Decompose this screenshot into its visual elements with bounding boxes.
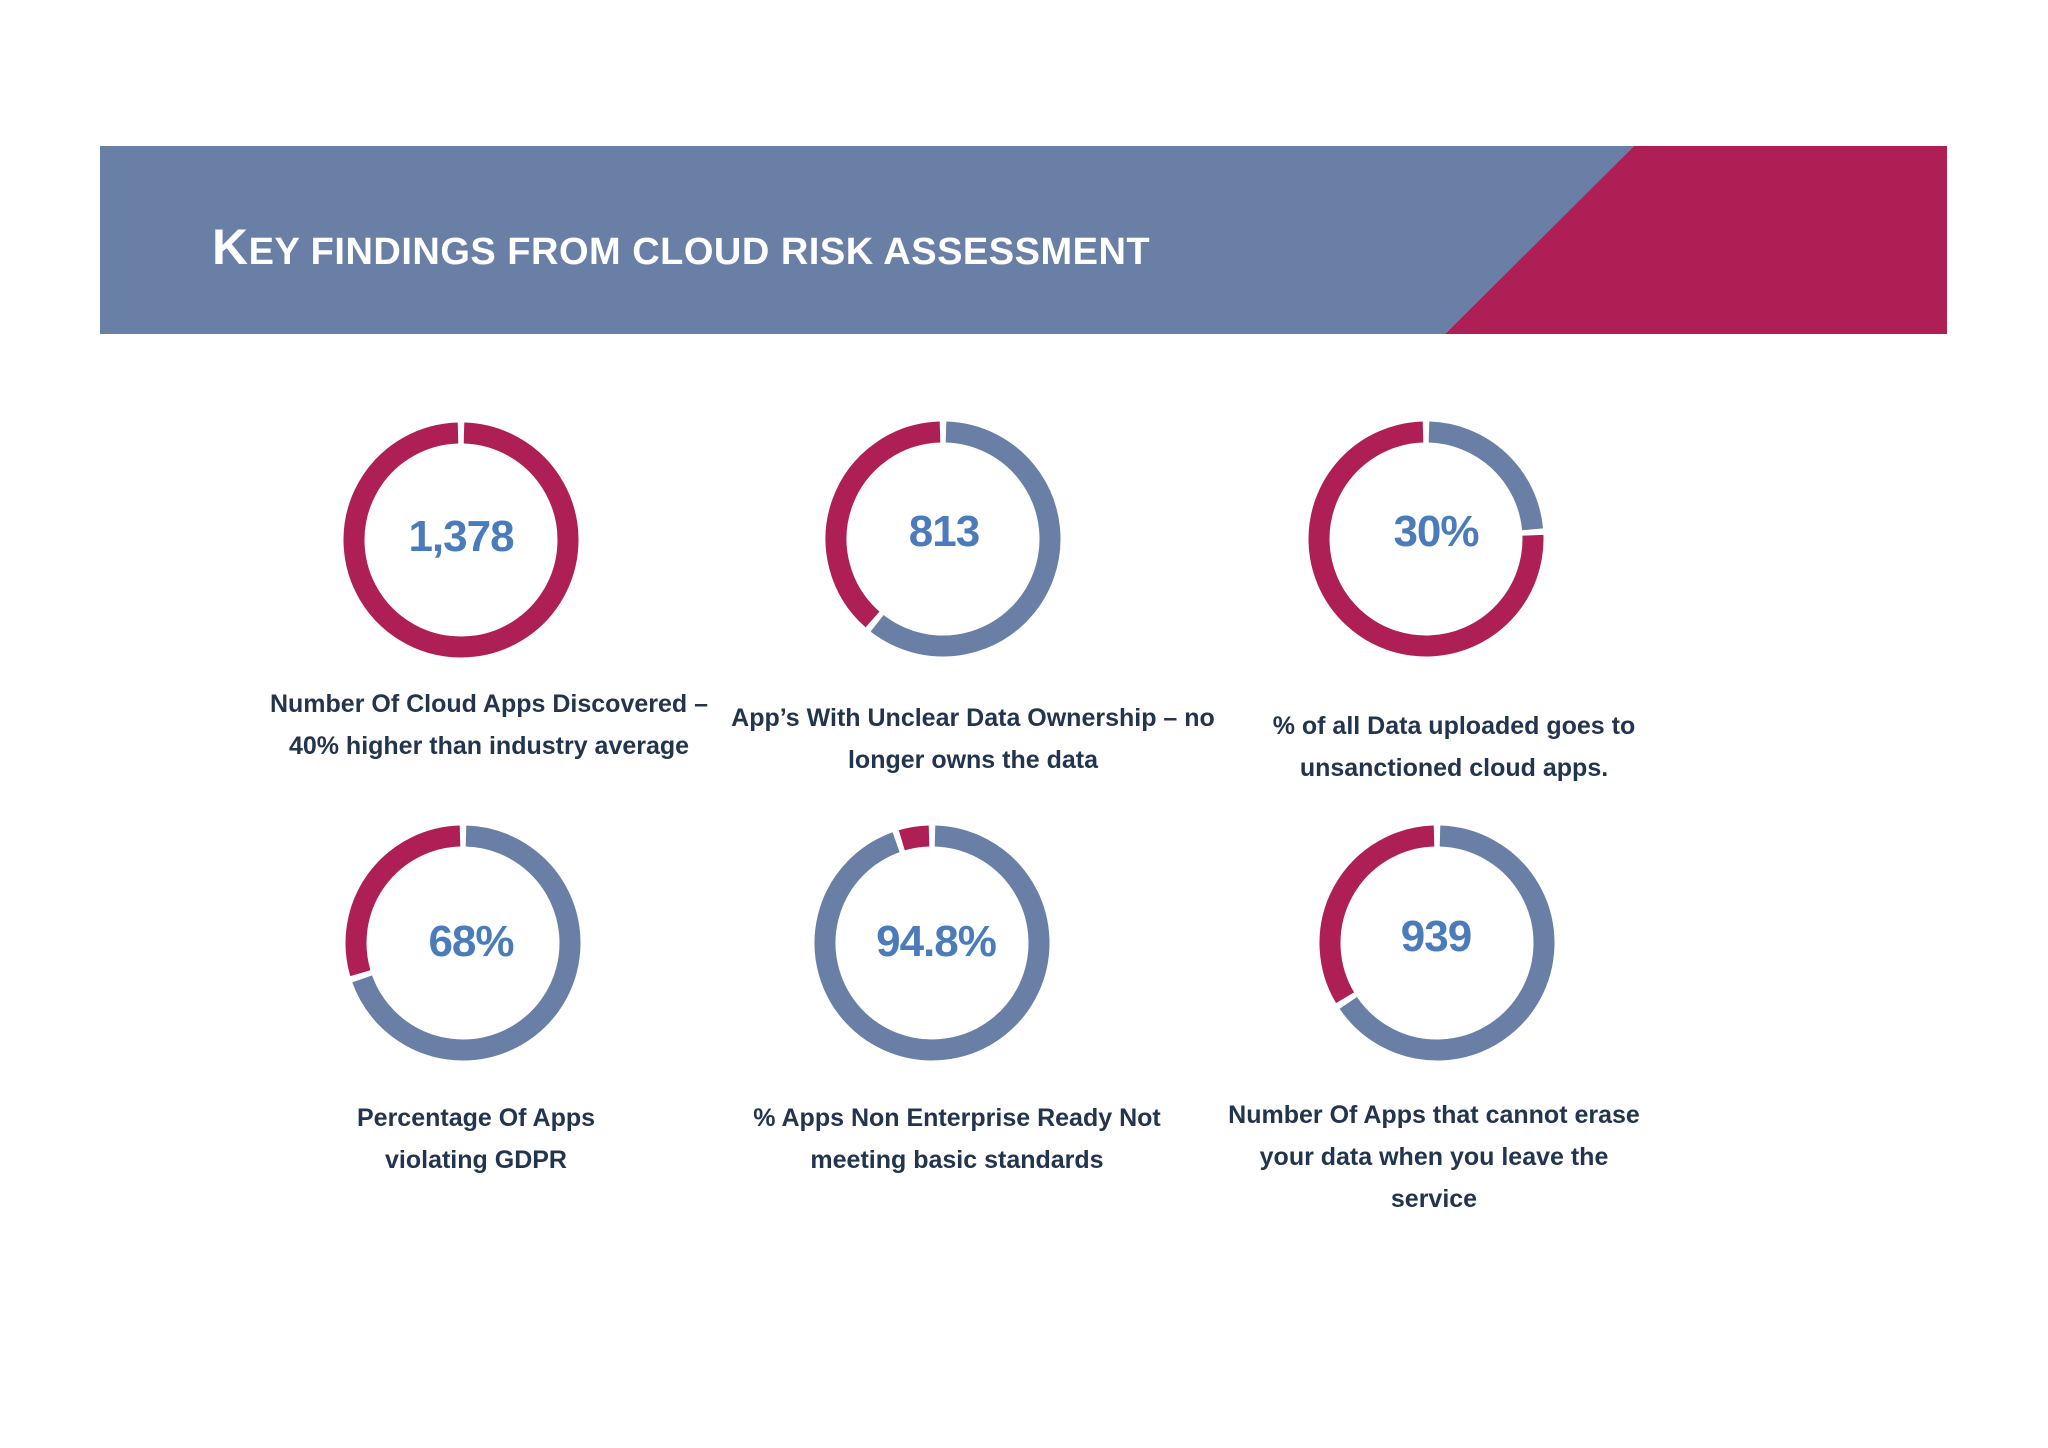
donut-value-non-enterprise-ready: 94.8%: [876, 917, 997, 966]
donut-value-unsanctioned-uploads: 30%: [1393, 507, 1479, 556]
banner-crimson-corner: [1445, 146, 1947, 334]
caption-apps-discovered: Number Of Cloud Apps Discovered – 40% hi…: [269, 690, 709, 760]
donut-chart-unsanctioned-uploads: [1308, 421, 1544, 657]
donut-segment-1: [814, 825, 1050, 1061]
donut-segment-1: [870, 421, 1061, 657]
donut-value-apps-discovered: 1,378: [408, 512, 514, 561]
caption-unsanctioned-uploads: % of all Data uploaded goes to unsanctio…: [1272, 712, 1636, 782]
donut-value-cannot-erase-data: 939: [1400, 912, 1472, 961]
donut-chart-apps-discovered: [343, 422, 579, 658]
donut-chart-non-enterprise-ready: [814, 825, 1050, 1061]
donut-segment-2: [825, 421, 941, 628]
donut-segment-2: [898, 825, 930, 851]
donut-segment-2: [345, 825, 461, 977]
donut-segment-2: [1308, 421, 1544, 657]
donut-segment-1: [1428, 421, 1544, 531]
caption-cannot-erase-data: Number Of Apps that cannot erase your da…: [1228, 1101, 1640, 1213]
donut-chart-unclear-ownership: [825, 421, 1061, 657]
page-title: KEY FINDINGS FROM CLOUD RISK ASSESSMENT: [212, 212, 1150, 282]
donut-chart-cannot-erase-data: [1319, 825, 1555, 1061]
donut-segment-1: [1339, 825, 1555, 1061]
donut-value-unclear-ownership: 813: [908, 507, 980, 556]
caption-non-enterprise-ready: % Apps Non Enterprise Ready Not meeting …: [753, 1104, 1161, 1174]
caption-unclear-ownership: App’s With Unclear Data Ownership – no l…: [731, 704, 1215, 774]
page-title-rest: EY FINDINGS FROM CLOUD RISK ASSESSMENT: [248, 231, 1151, 273]
donut-chart-gdpr-violations: [345, 825, 581, 1061]
banner-blue-band: [100, 146, 1634, 334]
donut-segment-1: [352, 825, 581, 1061]
caption-gdpr-violations: Percentage Of Apps violating GDPR: [356, 1104, 596, 1174]
page-title-initial: K: [212, 219, 249, 275]
donut-segment-1: [343, 422, 579, 658]
donut-value-gdpr-violations: 68%: [428, 917, 514, 966]
donut-segment-2: [1319, 825, 1435, 1004]
